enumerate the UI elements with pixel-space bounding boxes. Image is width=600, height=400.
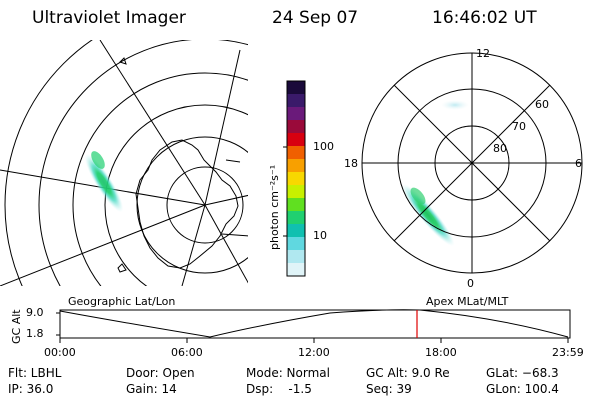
colorbar-segment [287, 133, 305, 147]
altitude-timeline [56, 309, 571, 343]
filter-info: Flt: LBHL [8, 366, 62, 380]
colorbar-segment [287, 237, 305, 251]
colorbar-segment [287, 107, 305, 121]
date-label: 24 Sep 07 [272, 8, 359, 28]
time-label: 16:46:02 UT [432, 8, 537, 28]
dsp-info: Dsp: -1.5 [246, 382, 312, 396]
time-tick-0600: 06:00 [171, 346, 203, 359]
instrument-title: Ultraviolet Imager [32, 8, 186, 28]
colorbar [283, 80, 306, 277]
apex-panel-title: Apex MLat/MLT [426, 295, 509, 308]
colorbar-segment [287, 198, 305, 212]
alt-tick-max: 9.0 [26, 306, 44, 319]
colorbar-segment [287, 159, 305, 173]
door-info: Door: Open [126, 366, 195, 380]
colorbar-segment [287, 172, 305, 186]
timeline-axis-label: GC Alt [10, 309, 23, 344]
glon-info: GLon: 100.4 [486, 382, 559, 396]
colorbar-segment [287, 250, 305, 264]
gain-info: Gain: 14 [126, 382, 177, 396]
colorbar-segment [287, 185, 305, 199]
geographic-map [0, 40, 248, 286]
gc-alt-info: GC Alt: 9.0 Re [366, 366, 450, 380]
mlat-label-70: 70 [512, 120, 526, 133]
mode-info: Mode: Normal [246, 366, 330, 380]
mlat-label-80: 80 [493, 142, 507, 155]
colorbar-tick-100: 100 [313, 140, 334, 153]
colorbar-segment [287, 224, 305, 238]
time-tick-1200: 12:00 [298, 346, 330, 359]
alt-tick-min: 1.8 [26, 327, 44, 340]
mlat-label-60: 60 [535, 98, 549, 111]
colorbar-segment [287, 94, 305, 108]
time-tick-2359: 23:59 [552, 346, 584, 359]
colorbar-segment [287, 120, 305, 134]
colorbar-segment [287, 263, 305, 277]
mlt-label-6: 6 [575, 157, 582, 170]
time-tick-0000: 00:00 [44, 346, 76, 359]
colorbar-unit-label: photon cm⁻²s⁻¹ [268, 164, 281, 250]
mlt-label-18: 18 [344, 157, 358, 170]
colorbar-segment [287, 146, 305, 160]
mlt-label-0: 0 [467, 277, 474, 290]
seq-info: Seq: 39 [366, 382, 412, 396]
time-tick-1800: 18:00 [425, 346, 457, 359]
colorbar-tick-10: 10 [313, 229, 327, 242]
ip-info: IP: 36.0 [8, 382, 54, 396]
colorbar-segment [287, 81, 305, 95]
geographic-panel-title: Geographic Lat/Lon [68, 295, 176, 308]
colorbar-segment [287, 211, 305, 225]
polar-plot [361, 52, 583, 274]
glat-info: GLat: −68.3 [486, 366, 559, 380]
mlt-label-12: 12 [476, 47, 490, 60]
